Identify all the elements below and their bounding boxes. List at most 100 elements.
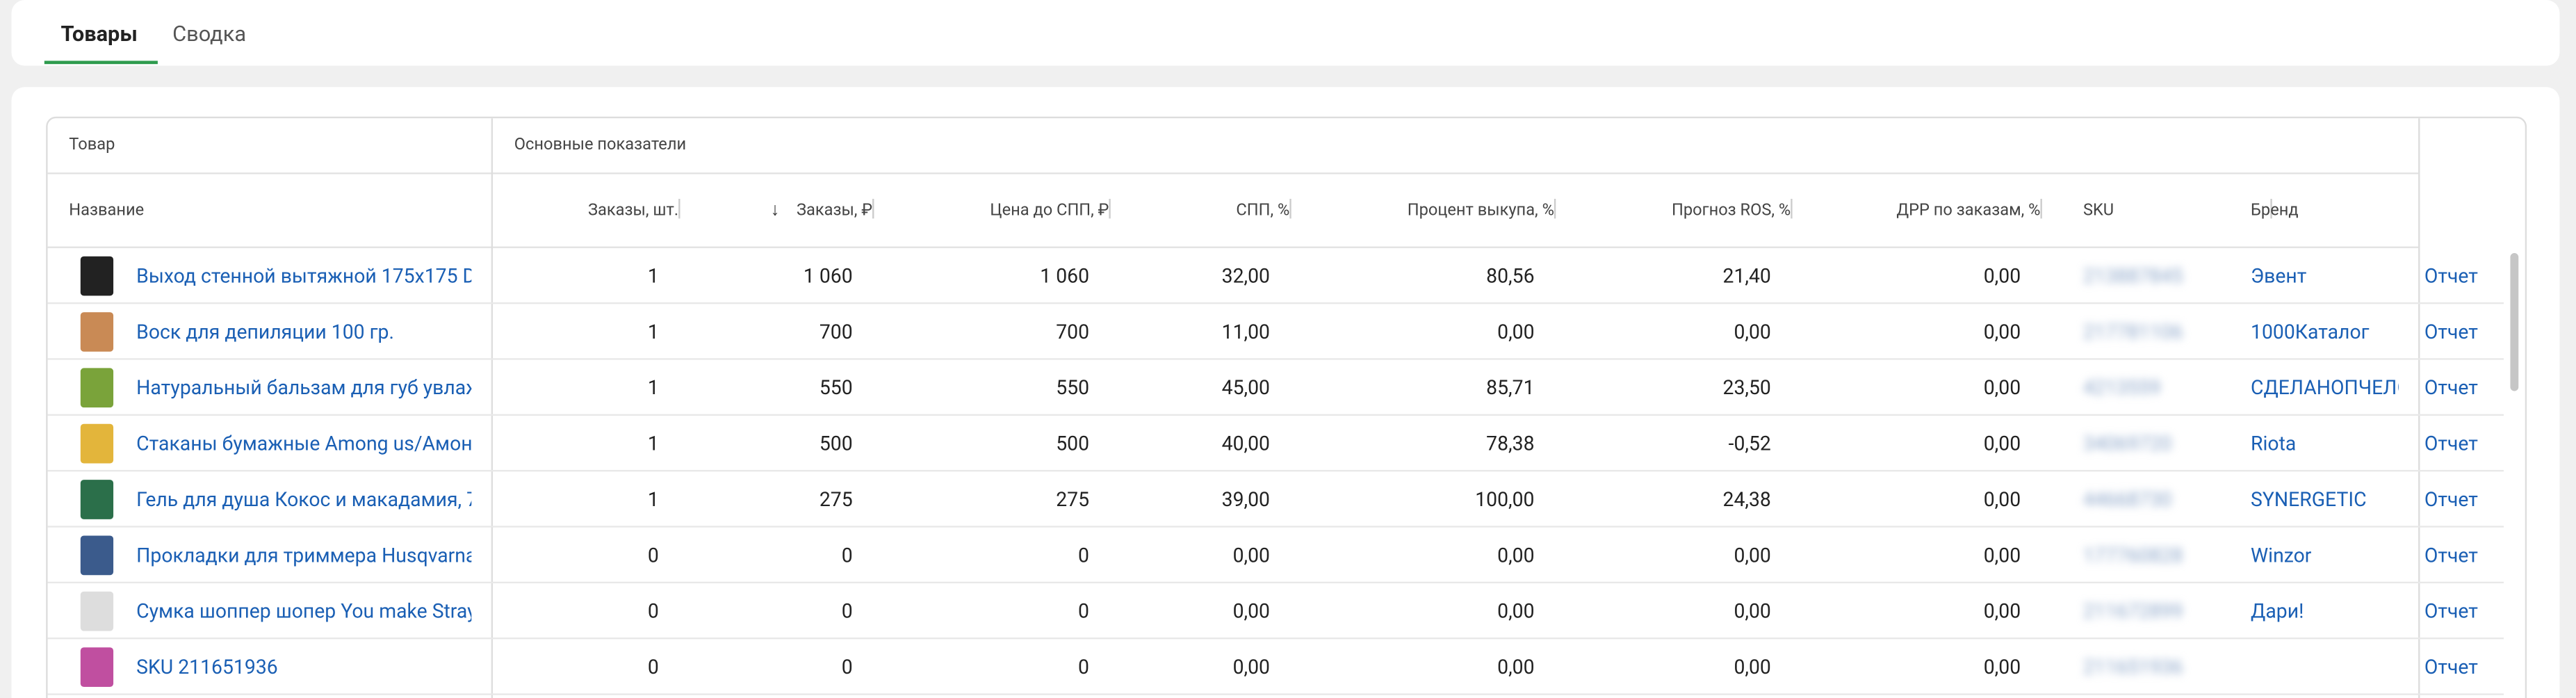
col-divider — [2418, 118, 2420, 698]
cell: 34069720 — [2082, 432, 2172, 455]
tab[interactable]: Товары — [60, 23, 138, 48]
header-separator — [1289, 198, 1291, 219]
column-header[interactable]: SKU — [2082, 202, 2114, 220]
report-link[interactable]: Отчет — [2424, 432, 2478, 455]
cell: 0 — [1078, 544, 1090, 567]
cell: 0,00 — [1983, 264, 2021, 288]
cell[interactable]: Riota — [2251, 432, 2297, 455]
cell: 211672899 — [2082, 599, 2183, 623]
cell: 0,00 — [1983, 432, 2021, 455]
cell[interactable]: Дари! — [2251, 599, 2304, 623]
row-divider — [47, 693, 2504, 695]
column-header[interactable]: Цена до СПП, ₽ — [990, 202, 1109, 220]
cell: -0,52 — [1728, 432, 1771, 455]
report-link[interactable]: Отчет — [2424, 376, 2478, 400]
cell: 0,00 — [1983, 376, 2021, 400]
product-image — [80, 591, 114, 631]
cell: 40,00 — [1221, 432, 1271, 455]
row-divider — [47, 414, 2504, 416]
cell: 500 — [1056, 432, 1090, 455]
cell[interactable]: 1000Каталог — [2251, 320, 2370, 343]
report-link[interactable]: Отчет — [2424, 320, 2478, 343]
cell: 21,40 — [1722, 264, 1771, 288]
cell: 45,00 — [1221, 376, 1271, 400]
column-header[interactable]: Прогноз ROS, % — [1672, 202, 1791, 220]
cell: 1 — [647, 432, 659, 455]
column-header[interactable]: Процент выкупа, % — [1407, 202, 1554, 220]
col-divider — [491, 118, 494, 698]
table: Товар Основные показатели Название Заказы, … — [46, 116, 2527, 698]
cell: 1 — [647, 264, 659, 288]
column-header[interactable]: ДРР по заказам, % — [1896, 202, 2041, 220]
product-name[interactable]: Прокладки для триммера Husqvarna 143 — [136, 544, 472, 567]
cell: 700 — [819, 320, 853, 343]
cell[interactable]: Эвент — [2251, 264, 2307, 288]
report-link[interactable]: Отчет — [2424, 599, 2478, 623]
cell: 44668730 — [2082, 487, 2172, 512]
header-separator — [1791, 198, 1793, 219]
header-separator — [1109, 198, 1111, 219]
cell: 500 — [819, 432, 853, 455]
product-name[interactable]: Сумка шоппер шопер You make Stray Kids — [136, 599, 471, 623]
product-name[interactable]: Выход стенной вытяжной 175x175 D100 — [136, 264, 471, 288]
product-image — [80, 647, 114, 687]
cell: 0,00 — [1232, 544, 1271, 567]
product-name[interactable]: Гель для душа Кокос и макадамия, 750 мл — [136, 487, 471, 512]
cell: 0,00 — [1734, 544, 1771, 567]
cell: 11,00 — [1221, 320, 1271, 343]
tab[interactable]: Сводка — [172, 23, 247, 48]
report-link[interactable]: Отчет — [2424, 487, 2478, 512]
product-name[interactable]: SKU 211651936 — [136, 656, 278, 679]
cell: 550 — [819, 376, 853, 400]
cell: 100,00 — [1475, 487, 1535, 512]
cell: 0,00 — [1232, 599, 1271, 623]
cell: 0 — [647, 599, 659, 623]
cell: 0,00 — [1734, 599, 1771, 623]
cell: 1 060 — [1040, 264, 1090, 288]
product-image — [80, 535, 114, 576]
header-separator — [872, 198, 874, 219]
column-header[interactable]: Бренд — [2251, 202, 2299, 220]
report-link[interactable]: Отчет — [2424, 544, 2478, 567]
header-separator — [678, 198, 680, 219]
cell: 0 — [841, 544, 853, 567]
cell: 0 — [647, 544, 659, 567]
scrollbar — [2510, 252, 2519, 391]
product-name[interactable]: Воск для депиляции 100 гр. — [136, 320, 394, 343]
report-link[interactable]: Отчет — [2424, 264, 2478, 288]
row-divider — [47, 638, 2504, 640]
cell: 0,00 — [1734, 656, 1771, 679]
cell: 275 — [1056, 487, 1090, 512]
product-name[interactable]: Натуральный бальзам для губ увлажняющий — [136, 376, 471, 400]
cell: 0 — [841, 599, 853, 623]
column-header[interactable]: Заказы, шт. — [587, 202, 679, 220]
cell: 0,00 — [1232, 656, 1271, 679]
row-divider — [47, 172, 2419, 174]
report-link[interactable]: Отчет — [2424, 656, 2478, 679]
cell: 0,00 — [1983, 487, 2021, 512]
tab-indicator — [44, 60, 158, 65]
cell: 39,00 — [1221, 487, 1271, 512]
column-header[interactable]: Заказы, ₽ — [796, 202, 873, 220]
cell[interactable]: SYNERGETIC — [2251, 487, 2367, 512]
row-divider — [47, 469, 2504, 472]
row-divider — [47, 581, 2504, 584]
cell: 0,00 — [1983, 599, 2021, 623]
cell[interactable]: СДЕЛАНОПЧЕЛОЙ — [2251, 376, 2399, 400]
cell: 0,00 — [1497, 599, 1535, 623]
cell: 177760828 — [2082, 544, 2183, 567]
cell: 80,56 — [1486, 264, 1535, 288]
cell: 24,38 — [1722, 487, 1771, 512]
product-image — [80, 368, 114, 408]
cell: 0,00 — [1983, 544, 2021, 567]
product-image — [80, 256, 114, 296]
product-name[interactable]: Стаканы бумажные Among us/Амонг ас — [136, 432, 472, 455]
column-header[interactable]: СПП, % — [1236, 202, 1290, 220]
column-header[interactable]: Название — [69, 202, 145, 220]
cell: 0,00 — [1497, 544, 1535, 567]
cell: 32,00 — [1221, 264, 1271, 288]
cell[interactable]: Winzor — [2251, 544, 2312, 567]
header-separator — [2040, 198, 2042, 219]
row-divider — [47, 358, 2504, 360]
